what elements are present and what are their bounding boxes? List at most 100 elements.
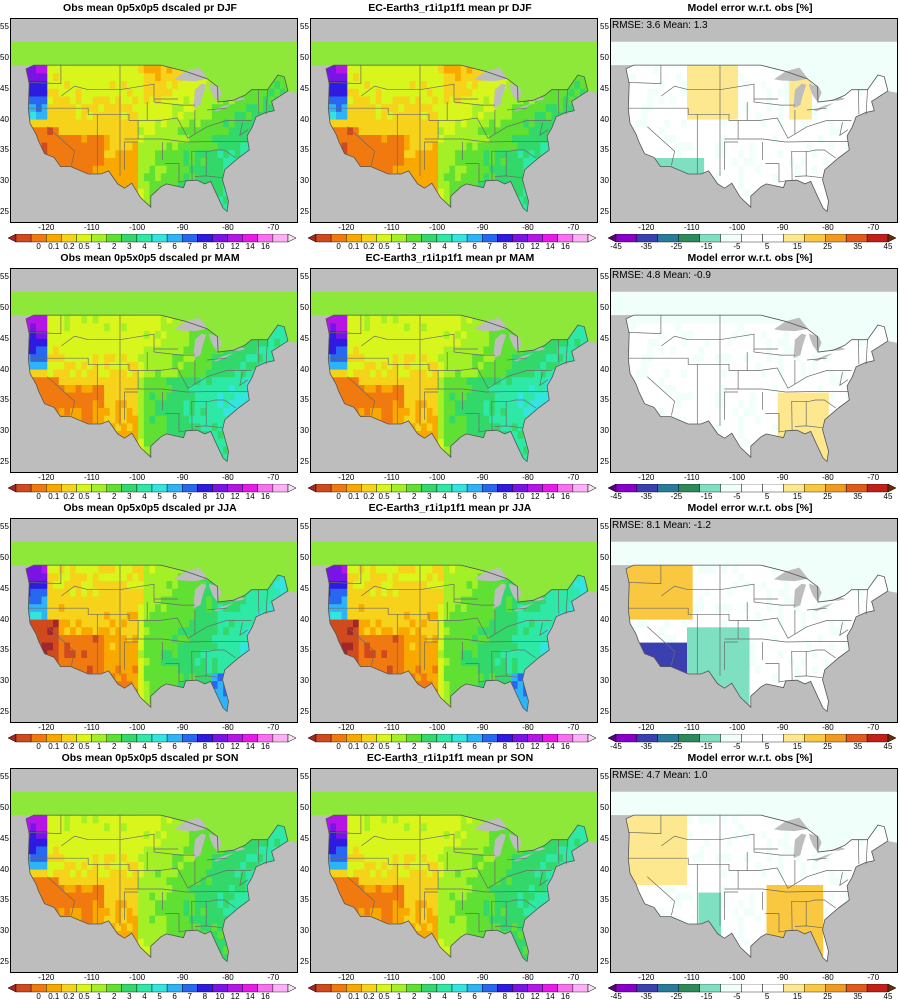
lon-tick-label: -100: [722, 973, 752, 982]
lat-tick-label: 45: [300, 834, 312, 843]
lon-tick-label: -70: [858, 973, 888, 982]
lon-tick-label: -90: [768, 973, 798, 982]
lat-tick-label: 45: [300, 84, 312, 93]
panel-title: Model error w.r.t. obs [%]: [600, 752, 900, 764]
lon-tick-label: -110: [77, 473, 107, 482]
lon-tick-label: -100: [122, 473, 152, 482]
lon-tick-label: -100: [122, 723, 152, 732]
lat-tick-label: 40: [600, 365, 612, 374]
lon-tick-label: -100: [122, 973, 152, 982]
lat-tick-label: 25: [300, 707, 312, 716]
lon-tick-label: -70: [858, 473, 888, 482]
lat-tick-label: 25: [600, 207, 612, 216]
lon-tick-label: -90: [468, 973, 498, 982]
lat-tick-label: 55: [600, 522, 612, 531]
panel-title: EC-Earth3_r1i1p1f1 mean pr JJA: [300, 502, 600, 514]
lon-tick-label: -100: [722, 723, 752, 732]
lon-tick-label: -80: [813, 223, 843, 232]
lon-tick-label: -120: [31, 973, 61, 982]
lat-tick-label: 35: [600, 395, 612, 404]
lat-tick-label: 50: [300, 553, 312, 562]
lon-tick-label: -120: [31, 723, 61, 732]
lon-tick-label: -110: [677, 473, 707, 482]
lat-tick-label: 55: [600, 772, 612, 781]
lat-tick-label: 55: [600, 272, 612, 281]
lat-tick-label: 40: [300, 615, 312, 624]
lat-tick-label: 55: [600, 22, 612, 31]
lat-tick-label: 35: [0, 395, 12, 404]
lon-tick-label: -80: [813, 723, 843, 732]
lon-tick-label: -80: [213, 223, 243, 232]
lat-tick-label: 50: [0, 53, 12, 62]
map-plot: RMSE: 3.6 Mean: 1.3: [610, 18, 898, 223]
lat-tick-label: 45: [600, 334, 612, 343]
lat-tick-label: 30: [600, 176, 612, 185]
lat-tick-label: 35: [0, 645, 12, 654]
lat-tick-label: 45: [600, 834, 612, 843]
lon-tick-label: -110: [377, 973, 407, 982]
lon-tick-label: -70: [258, 473, 288, 482]
lon-tick-label: -90: [468, 473, 498, 482]
panel-title: Obs mean 0p5x0p5 dscaled pr DJF: [0, 2, 300, 14]
lat-tick-label: 50: [600, 803, 612, 812]
lon-tick-label: -110: [77, 973, 107, 982]
rmse-mean-stats: RMSE: 4.7 Mean: 1.0: [612, 770, 708, 781]
rmse-mean-stats: RMSE: 3.6 Mean: 1.3: [612, 20, 708, 31]
lat-tick-label: 45: [600, 84, 612, 93]
lon-tick-label: -110: [77, 223, 107, 232]
lat-tick-label: 35: [300, 395, 312, 404]
lon-tick-label: -70: [858, 723, 888, 732]
lat-tick-label: 30: [0, 176, 12, 185]
lat-tick-label: 25: [0, 207, 12, 216]
lat-tick-label: 40: [300, 365, 312, 374]
lon-tick-label: -80: [813, 973, 843, 982]
lon-tick-label: -120: [31, 223, 61, 232]
lon-tick-label: -120: [631, 973, 661, 982]
lon-tick-label: -80: [213, 723, 243, 732]
map-plot: [10, 518, 298, 723]
lat-tick-label: 30: [600, 676, 612, 685]
lat-tick-label: 50: [300, 803, 312, 812]
lat-tick-label: 35: [0, 145, 12, 154]
lon-tick-label: -120: [631, 473, 661, 482]
lat-tick-label: 40: [600, 115, 612, 124]
map-panel-error-jja: Model error w.r.t. obs [%]RMSE: 8.1 Mean…: [600, 500, 900, 750]
lon-tick-label: -100: [422, 973, 452, 982]
lon-tick-label: -120: [331, 723, 361, 732]
lon-tick-label: -110: [677, 723, 707, 732]
lon-tick-label: -80: [213, 973, 243, 982]
map-plot: [310, 268, 598, 473]
map-panel-error-djf: Model error w.r.t. obs [%]RMSE: 3.6 Mean…: [600, 0, 900, 250]
lat-tick-label: 50: [0, 803, 12, 812]
lat-tick-label: 40: [0, 865, 12, 874]
lon-tick-label: -80: [213, 473, 243, 482]
panel-title: Obs mean 0p5x0p5 dscaled pr SON: [0, 752, 300, 764]
lat-tick-label: 35: [600, 895, 612, 904]
lon-tick-label: -100: [722, 473, 752, 482]
lat-tick-label: 45: [600, 584, 612, 593]
lon-tick-label: -120: [331, 223, 361, 232]
lon-tick-label: -70: [558, 473, 588, 482]
map-panel-error-mam: Model error w.r.t. obs [%]RMSE: 4.8 Mean…: [600, 250, 900, 500]
lat-tick-label: 30: [300, 926, 312, 935]
lat-tick-label: 30: [300, 426, 312, 435]
lat-tick-label: 35: [300, 895, 312, 904]
lat-tick-label: 30: [300, 176, 312, 185]
lon-tick-label: -110: [677, 973, 707, 982]
map-plot: [310, 518, 598, 723]
lat-tick-label: 50: [600, 303, 612, 312]
map-plot: [310, 18, 598, 223]
lat-tick-label: 30: [300, 676, 312, 685]
lat-tick-label: 55: [300, 772, 312, 781]
lat-tick-label: 50: [0, 303, 12, 312]
lat-tick-label: 25: [0, 957, 12, 966]
lon-tick-label: -70: [558, 973, 588, 982]
lat-tick-label: 55: [0, 272, 12, 281]
lon-tick-label: -100: [722, 223, 752, 232]
lon-tick-label: -100: [422, 473, 452, 482]
lon-tick-label: -120: [631, 223, 661, 232]
